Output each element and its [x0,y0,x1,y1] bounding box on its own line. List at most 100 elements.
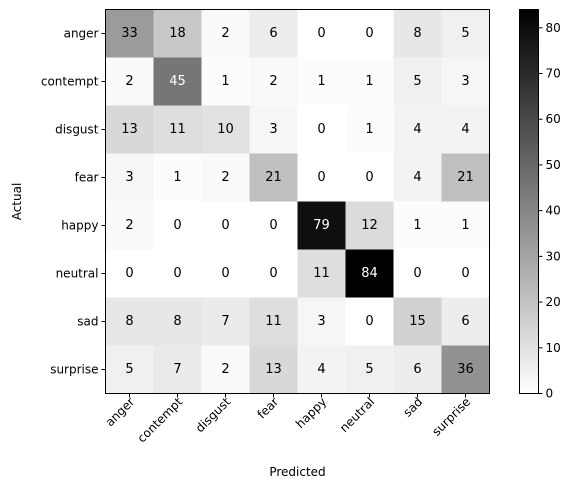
heatmap-cells [105,9,490,394]
heatmap-cell-5-0 [105,249,154,298]
heatmap-cell-7-0 [105,345,154,394]
heatmap-cell-2-0 [105,105,154,154]
colorbar-tick-label-1: 10 [546,341,561,355]
heatmap-cell-4-4 [297,201,346,250]
heatmap-cell-1-7 [441,57,490,106]
colorbar-tick-label-2: 20 [546,295,561,309]
cell-value-7-7: 36 [457,362,474,377]
cell-value-5-7: 0 [461,266,469,281]
heatmap-cell-1-3 [249,57,298,106]
cell-value-6-3: 11 [265,314,282,329]
cell-value-5-2: 0 [221,266,229,281]
y-tick-label-6: sad [77,315,98,329]
y-axis-label: Actual [10,183,24,221]
heatmap-cell-0-6 [393,9,442,58]
cell-value-0-2: 2 [221,26,229,41]
heatmap-cell-3-1 [153,153,202,202]
heatmap-cell-7-1 [153,345,202,394]
cell-value-4-0: 2 [125,218,133,233]
heatmap-cell-2-7 [441,105,490,154]
cell-value-3-1: 1 [173,170,181,185]
heatmap-cell-5-2 [201,249,250,298]
cell-value-0-4: 0 [317,26,325,41]
cell-value-5-6: 0 [413,266,421,281]
heatmap-cell-2-4 [297,105,346,154]
x-tick-label-4: happy [293,395,329,431]
heatmap-cell-7-4 [297,345,346,394]
cell-value-3-7: 21 [457,170,474,185]
cell-value-6-4: 3 [317,314,325,329]
cell-value-1-4: 1 [317,74,325,89]
heatmap-cell-6-4 [297,297,346,346]
cell-value-4-3: 0 [269,218,277,233]
cell-value-4-1: 0 [173,218,181,233]
heatmap-cell-0-4 [297,9,346,58]
y-tick-label-5: neutral [56,267,99,281]
cell-value-5-1: 0 [173,266,181,281]
cell-value-7-5: 5 [365,362,373,377]
cell-value-5-5: 84 [361,266,378,281]
plot-frame [105,9,490,394]
colorbar-tick-label-8: 80 [546,21,561,35]
cell-value-7-6: 6 [413,362,421,377]
heatmap-cell-6-3 [249,297,298,346]
cell-value-2-6: 4 [413,122,421,137]
heatmap-cell-4-6 [393,201,442,250]
y-tick-label-4: happy [61,219,98,233]
colorbar-tick-label-7: 70 [546,67,561,81]
x-tick-label-7: surprise [429,395,473,439]
heatmap-cell-2-5 [345,105,394,154]
x-tick-label-2: disgust [193,395,234,436]
x-tick-label-3: fear [254,395,281,422]
y-tick-label-3: fear [75,171,99,185]
cell-value-1-0: 2 [125,74,133,89]
cell-value-3-6: 4 [413,170,421,185]
x-tick-label-0: anger [103,395,138,430]
heatmap-cell-0-7 [441,9,490,58]
heatmap-cell-7-5 [345,345,394,394]
cell-value-0-0: 33 [121,26,138,41]
cell-value-6-6: 15 [409,314,426,329]
heatmap-cell-2-6 [393,105,442,154]
colorbar-tick-label-5: 50 [546,158,561,172]
cell-value-0-6: 8 [413,26,421,41]
heatmap-cell-4-5 [345,201,394,250]
heatmap-cell-2-3 [249,105,298,154]
cell-value-4-5: 12 [361,218,378,233]
cell-value-0-7: 5 [461,26,469,41]
heatmap-cell-2-1 [153,105,202,154]
cell-value-7-0: 5 [125,362,133,377]
cell-value-7-2: 2 [221,362,229,377]
y-tick-label-0: anger [64,27,99,41]
y-tick-label-2: disgust [55,123,99,137]
cell-value-6-1: 8 [173,314,181,329]
cell-value-0-5: 0 [365,26,373,41]
heatmap-cell-5-3 [249,249,298,298]
heatmap-cell-0-3 [249,9,298,58]
heatmap-cell-1-6 [393,57,442,106]
x-tick-label-1: contempt [135,395,186,446]
cell-value-2-3: 3 [269,122,277,137]
heatmap-cell-6-6 [393,297,442,346]
heatmap-cell-6-2 [201,297,250,346]
colorbar-tick-label-3: 30 [546,249,561,263]
cell-value-0-1: 18 [169,26,186,41]
heatmap-cell-6-0 [105,297,154,346]
cell-value-4-7: 1 [461,218,469,233]
cell-value-1-7: 3 [461,74,469,89]
cell-value-2-7: 4 [461,122,469,137]
heatmap-cell-1-1 [153,57,202,106]
cell-value-1-1: 45 [169,74,186,89]
heatmap-cell-1-2 [201,57,250,106]
heatmap-cell-3-5 [345,153,394,202]
colorbar-tick-label-0: 0 [546,387,554,401]
y-tick-label-7: surprise [50,363,98,377]
cell-value-2-2: 10 [217,122,234,137]
heatmap-cell-4-3 [249,201,298,250]
cell-value-4-6: 1 [413,218,421,233]
cell-value-1-3: 2 [269,74,277,89]
cell-value-1-6: 5 [413,74,421,89]
colorbar-tick-label-6: 60 [546,112,561,126]
